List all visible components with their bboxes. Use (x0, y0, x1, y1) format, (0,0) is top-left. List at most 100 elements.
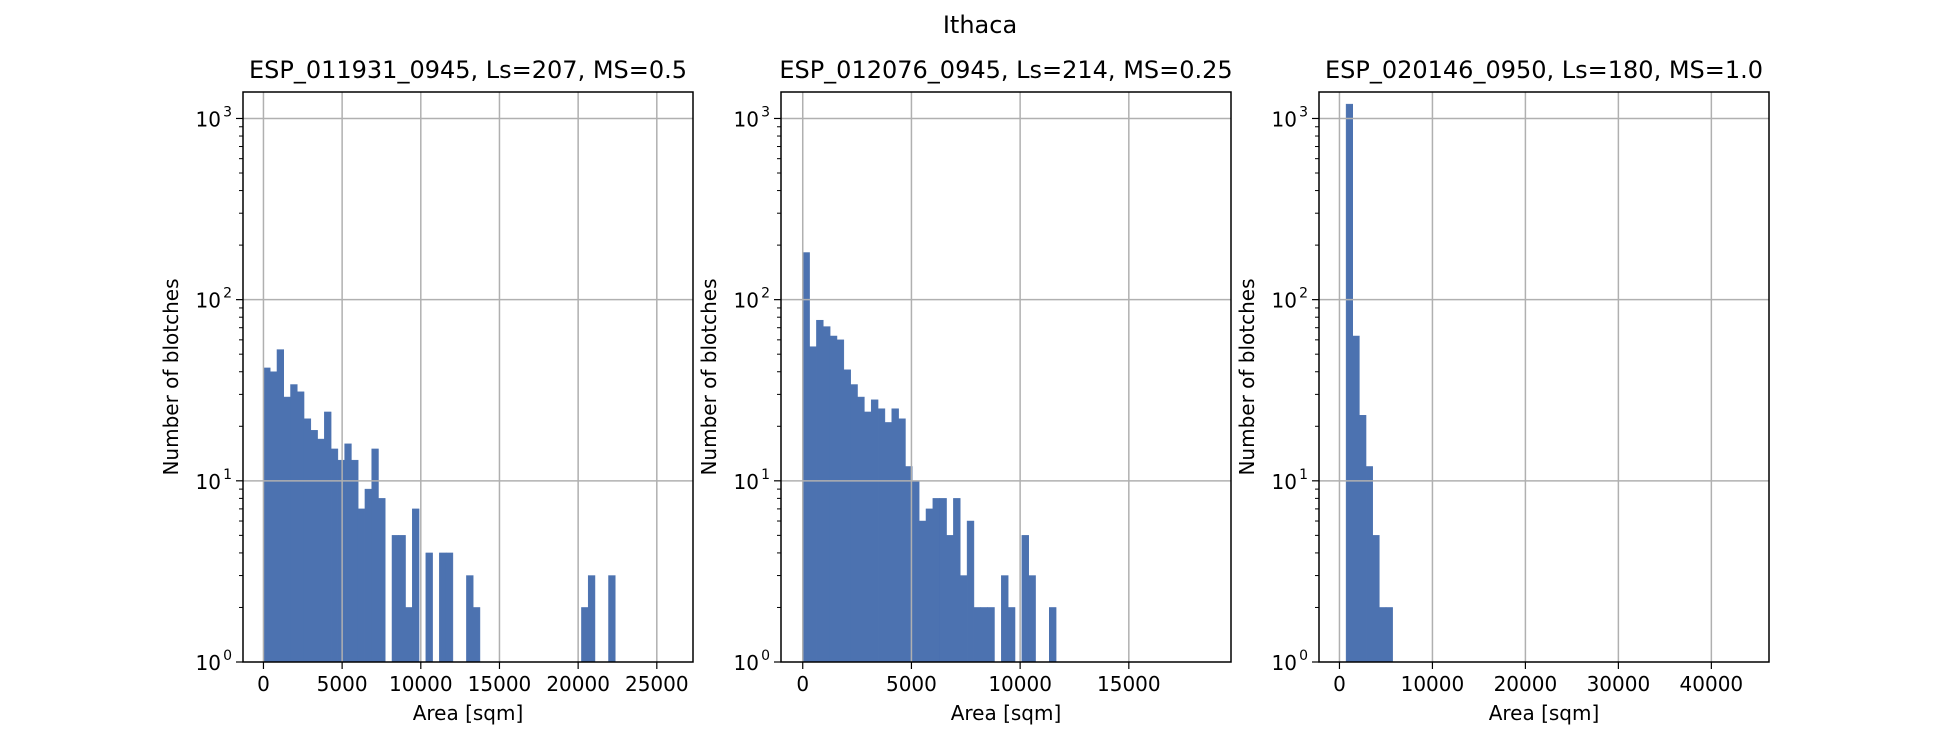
histogram-bar (980, 607, 988, 662)
histogram-bar (884, 422, 893, 662)
histogram-bar (816, 319, 824, 662)
histogram-bar (912, 480, 920, 662)
histogram-bar (823, 326, 831, 662)
histogram-bar (802, 252, 810, 662)
histogram-bar (1359, 415, 1367, 662)
histogram-bar (829, 335, 838, 662)
histogram-bar (269, 371, 278, 662)
axes-frame (780, 91, 1232, 663)
y-tick-exponent: 1 (761, 467, 770, 483)
y-tick-label: 10 (196, 470, 221, 494)
histogram-bar (364, 488, 372, 662)
y-tick-exponent: 3 (223, 104, 232, 120)
y-axis-label: Number of blotches (159, 278, 183, 475)
histogram-bar (850, 384, 858, 662)
grid (781, 92, 1231, 662)
histogram-bar (932, 498, 940, 662)
y-tick-label: 10 (196, 107, 221, 131)
y-tick-exponent: 2 (761, 286, 770, 302)
histogram-bar (472, 607, 481, 662)
y-axis-label: Number of blotches (1235, 278, 1259, 475)
figure-title: Ithaca (943, 11, 1017, 39)
x-tick-label: 5000 (317, 672, 368, 696)
x-tick-label: 5000 (886, 672, 937, 696)
grid (243, 92, 693, 662)
histogram-bar (608, 575, 616, 662)
histogram-bar (946, 535, 954, 662)
histogram-bar (1385, 607, 1393, 662)
x-tick-label: 0 (257, 672, 270, 696)
histogram-bar (1021, 535, 1029, 662)
histogram-bar (953, 498, 961, 662)
histogram-bar (324, 411, 332, 662)
x-tick-label: 40000 (1680, 672, 1744, 696)
x-tick-label: 30000 (1587, 672, 1651, 696)
histogram-bar (439, 552, 447, 662)
y-tick-exponent: 1 (223, 467, 232, 483)
y-tick-exponent: 0 (1299, 648, 1308, 664)
histogram-bar (263, 367, 271, 662)
y-tick-label: 10 (734, 651, 759, 675)
histogram-bar (925, 508, 934, 662)
y-tick-exponent: 0 (223, 648, 232, 664)
x-tick-label: 15000 (1097, 672, 1161, 696)
histogram-bar (581, 607, 589, 662)
histogram-bar (317, 438, 325, 662)
x-tick-label: 0 (1333, 672, 1346, 696)
histogram-bar (378, 498, 386, 662)
histogram-bar (310, 430, 318, 662)
panel-title: ESP_012076_0945, Ls=214, MS=0.25 (779, 56, 1232, 84)
axes-frame (1318, 91, 1770, 663)
histogram-bar (425, 552, 433, 662)
histogram-bar (587, 575, 596, 662)
y-tick-label: 10 (1272, 107, 1297, 131)
histogram-bar (1049, 607, 1057, 662)
histogram-bar (1365, 466, 1373, 662)
histogram-bar (843, 369, 851, 662)
x-axis-label: Area [sqm] (1489, 701, 1600, 725)
histogram-bar (445, 552, 454, 662)
x-tick-label: 20000 (546, 672, 610, 696)
y-tick-exponent: 2 (1299, 286, 1308, 302)
histogram-bar (1028, 575, 1036, 662)
histogram-bar (864, 411, 872, 662)
histogram-bar (1352, 335, 1360, 662)
y-tick-exponent: 1 (1299, 467, 1308, 483)
histogram-bar (297, 391, 305, 662)
panel-title: ESP_011931_0945, Ls=207, MS=0.5 (249, 56, 687, 84)
x-tick-label: 10000 (988, 672, 1052, 696)
histogram-bar (966, 520, 975, 662)
x-axis-label: Area [sqm] (951, 701, 1062, 725)
histogram-bar (870, 399, 879, 662)
y-tick-label: 10 (1272, 289, 1297, 313)
panel-title: ESP_020146_0950, Ls=180, MS=1.0 (1325, 56, 1763, 84)
histogram-bar (877, 408, 886, 662)
x-tick-label: 0 (796, 672, 809, 696)
histogram-bar (1372, 535, 1380, 662)
y-tick-label: 10 (1272, 470, 1297, 494)
histogram-bar (283, 396, 291, 662)
y-tick-label: 10 (1272, 651, 1297, 675)
y-tick-label: 10 (196, 289, 221, 313)
y-tick-label: 10 (734, 470, 759, 494)
y-tick-exponent: 2 (223, 286, 232, 302)
x-tick-label: 15000 (468, 672, 532, 696)
axes-frame (242, 91, 694, 663)
y-tick-exponent: 0 (761, 648, 770, 664)
bars (263, 349, 616, 662)
histogram-bar (290, 384, 298, 662)
histogram-bar (898, 418, 906, 662)
histogram-bar (973, 607, 982, 662)
histogram-bar (987, 607, 995, 662)
x-tick-label: 25000 (625, 672, 689, 696)
histogram-bar (391, 535, 400, 662)
y-tick-label: 10 (734, 107, 759, 131)
y-tick-label: 10 (734, 289, 759, 313)
histogram-bar (1007, 607, 1016, 662)
x-tick-label: 10000 (389, 672, 453, 696)
